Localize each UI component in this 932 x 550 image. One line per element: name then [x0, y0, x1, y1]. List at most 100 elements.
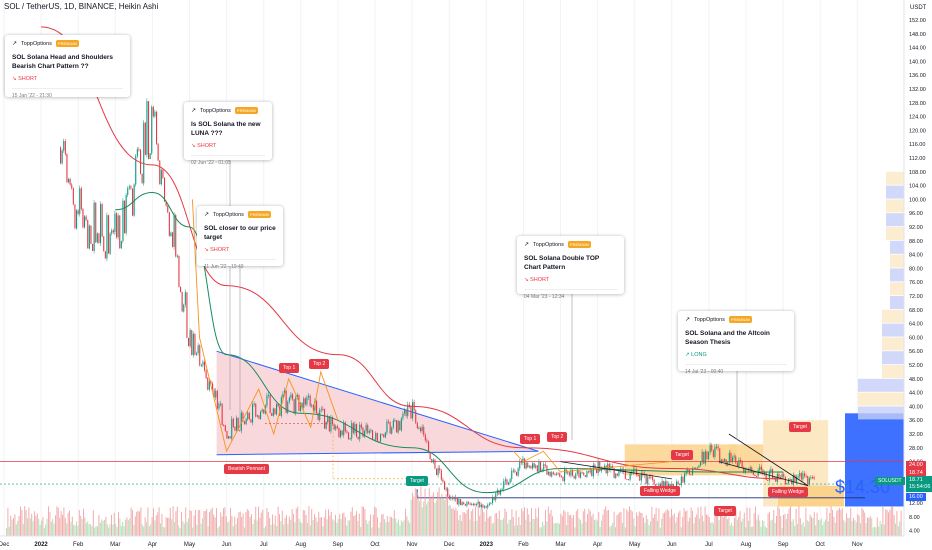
- volume-bar: [626, 509, 628, 536]
- candle-body: [439, 468, 441, 471]
- price-tick: 104.00: [909, 184, 926, 190]
- candle-body: [146, 101, 148, 155]
- volume-bar: [335, 514, 336, 536]
- time-tick: 2022: [34, 542, 48, 548]
- candle-body: [399, 421, 401, 431]
- volume-bar: [819, 520, 821, 536]
- premium-badge: PREMIUM: [55, 40, 79, 47]
- candle-body: [448, 495, 450, 499]
- idea-title[interactable]: SOL Solana and the Altcoin Season Thesis: [685, 330, 770, 346]
- candle-body: [581, 472, 583, 474]
- volume-bar: [659, 527, 661, 536]
- candle-body: [274, 408, 276, 415]
- volume-bar: [322, 526, 324, 536]
- candle-body: [728, 452, 730, 463]
- volume-bar: [245, 512, 247, 536]
- volume-bar: [678, 512, 679, 536]
- candle-body: [471, 503, 473, 505]
- candle-body: [135, 156, 137, 185]
- volume-bar: [111, 514, 112, 536]
- volume-bar: [384, 519, 385, 536]
- idea-card-4[interactable]: ↗ ToppOptions PREMIUM SOL Solana Double TO…: [517, 236, 624, 300]
- volume-bar: [872, 527, 874, 536]
- idea-card-2[interactable]: ↗ ToppOptions PREMIUM Is SOL Solana the ne…: [184, 102, 272, 166]
- volume-bar: [829, 513, 831, 536]
- idea-card-1[interactable]: ↗ ToppOptions PREMIUM SOL Solana Head and …: [5, 35, 130, 99]
- volume-bar: [17, 520, 19, 536]
- candle-body: [589, 468, 591, 473]
- volume-bar: [547, 506, 549, 536]
- volume-bar: [276, 525, 278, 536]
- candle-body: [810, 477, 812, 479]
- idea-card-3[interactable]: ↗ ToppOptions PREMIUM SOL closer to our pr…: [197, 206, 283, 270]
- volume-bar: [190, 510, 192, 536]
- candle-body: [149, 153, 151, 160]
- candle-body: [711, 445, 713, 451]
- idea-title[interactable]: SOL Solana Head and Shoulders Bearish Ch…: [12, 54, 114, 70]
- profile-bar: [882, 351, 904, 365]
- volume-bar: [134, 516, 136, 536]
- volume-bar: [886, 509, 888, 536]
- candle-body: [348, 432, 350, 440]
- candle-body: [488, 503, 490, 505]
- volume-bar: [162, 526, 164, 536]
- volume-bar: [144, 517, 146, 536]
- volume-bar: [706, 514, 707, 536]
- volume-bar: [850, 507, 852, 536]
- volume-bar: [332, 519, 334, 536]
- candle-body: [716, 446, 718, 448]
- volume-bar: [414, 488, 416, 536]
- volume-bar: [438, 487, 440, 536]
- volume-bar: [286, 515, 287, 536]
- volume-bar: [816, 512, 818, 536]
- price-tick: 128.00: [909, 101, 926, 107]
- candle-body: [159, 160, 161, 185]
- candle-body: [232, 418, 234, 427]
- candle-body: [112, 230, 114, 233]
- volume-bar: [769, 511, 770, 536]
- candle-body: [133, 184, 135, 216]
- volume-bar: [806, 520, 808, 536]
- volume-bar: [423, 501, 425, 536]
- volume-bar: [412, 492, 413, 536]
- price-tick: 124.00: [909, 115, 926, 121]
- candle-body: [212, 383, 214, 390]
- idea-title[interactable]: SOL Solana Double TOP Chart Pattern: [524, 255, 600, 271]
- trend-icon: ↗: [191, 108, 197, 114]
- last-price-tag: 18.74: [906, 469, 926, 477]
- volume-bar: [820, 518, 822, 536]
- candle-body: [370, 430, 372, 432]
- candle-body: [519, 461, 521, 469]
- idea-title[interactable]: Is SOL Solana the new LUNA ???: [191, 121, 261, 137]
- volume-bar: [424, 488, 426, 536]
- candle-body: [160, 169, 162, 185]
- candle-body: [431, 459, 433, 463]
- volume-bar: [750, 526, 752, 536]
- volume-bar: [136, 511, 138, 536]
- candle-body: [493, 497, 495, 500]
- volume-bar: [851, 520, 853, 536]
- candle-body: [477, 501, 479, 505]
- volume-bar: [738, 516, 740, 536]
- volume-bar: [848, 518, 850, 536]
- volume-bar: [542, 521, 544, 536]
- volume-bar: [293, 513, 294, 536]
- candle-body: [639, 475, 641, 481]
- volume-bar: [535, 508, 537, 536]
- candle-body: [453, 498, 455, 500]
- price-tick: 80.00: [909, 266, 923, 272]
- premium-badge: PREMIUM: [567, 241, 591, 248]
- candle-body: [288, 397, 290, 402]
- volume-bar: [505, 511, 507, 536]
- volume-bar: [900, 510, 902, 536]
- time-axis[interactable]: Dec 2022 Feb Mar Apr May Jun Jul Aug Sep Oct Nov Dec…: [0, 535, 904, 548]
- idea-title[interactable]: SOL closer to our price target: [204, 225, 276, 241]
- volume-bar: [20, 506, 21, 536]
- volume-bar: [575, 511, 577, 536]
- volume-bar: [756, 519, 758, 536]
- idea-card-5[interactable]: ↗ ToppOptions PREMIUM SOL Solana and the A…: [678, 311, 794, 375]
- candle-body: [532, 463, 534, 469]
- volume-bar: [395, 518, 397, 536]
- volume-bar: [358, 513, 360, 536]
